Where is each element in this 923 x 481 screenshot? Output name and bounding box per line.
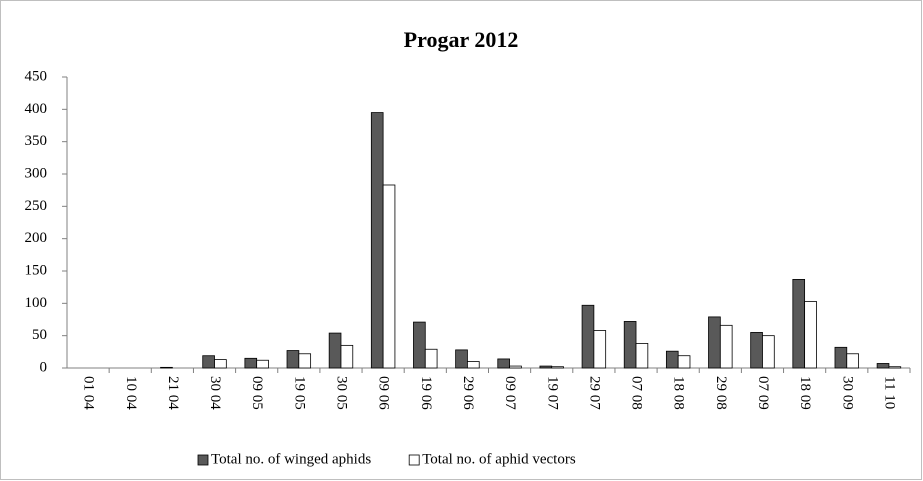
bar [467,361,480,369]
bar [834,346,848,369]
bar [593,330,607,369]
bar [708,316,721,369]
x-tick-label: 01 04 [81,376,97,410]
bar [202,355,215,369]
x-tick-label: 11 10 [881,376,897,409]
y-tick-label: 100 [25,295,48,311]
bar [888,366,902,369]
bar [792,279,806,369]
bar [665,350,679,369]
x-tick-label: 09 07 [502,376,518,410]
bar [846,353,859,369]
x-tick-label: 07 09 [755,376,771,410]
bar [244,357,258,369]
bar [876,363,890,369]
bar [581,304,595,369]
y-tick-label: 250 [25,198,48,214]
y-tick-label: 150 [25,262,48,278]
legend-label: Total no. of winged aphids [211,451,371,467]
bar [804,300,817,369]
bar [623,321,637,369]
bar [455,349,468,369]
bar [677,355,691,369]
bar [382,184,396,369]
bar [551,366,564,369]
bar [370,112,384,369]
bar [298,353,312,369]
bar [413,321,426,369]
y-tick-label: 300 [25,165,48,181]
y-tick-label: 0 [40,359,48,375]
legend-swatch [197,454,209,466]
legend-label: Total no. of aphid vectors [422,451,576,467]
bar [497,358,510,369]
x-tick-label: 18 09 [797,376,813,410]
bar [762,335,775,369]
bar [256,359,269,369]
y-tick-label: 400 [25,101,48,117]
x-tick-label: 29 08 [713,376,729,410]
bar [539,365,553,369]
chart-title: Progar 2012 [404,27,519,52]
bar [424,348,438,369]
x-tick-label: 09 06 [376,376,392,410]
y-tick-label: 350 [25,133,48,149]
bar [719,324,733,369]
bar [750,332,763,369]
x-tick-label: 29 06 [460,376,476,410]
x-tick-label: 29 07 [586,376,602,410]
x-tick-label: 30 09 [839,376,855,410]
bar [160,366,173,369]
x-tick-label: 21 04 [165,376,181,410]
legend-swatch [408,454,420,466]
x-tick-label: 30 05 [334,376,350,410]
x-tick-label: 07 08 [629,376,645,410]
bar [328,332,342,369]
bar [509,365,522,369]
y-tick-label: 200 [25,230,48,246]
bar [635,343,649,369]
x-tick-label: 19 05 [291,376,307,410]
x-tick-label: 18 08 [671,376,687,410]
x-tick-label: 10 04 [123,376,139,410]
bar [286,350,300,369]
bar [214,359,227,369]
x-tick-label: 09 05 [249,376,265,410]
y-tick-label: 450 [25,68,48,84]
x-tick-label: 30 04 [207,376,223,410]
y-tick-label: 50 [32,327,47,343]
x-tick-label: 19 07 [544,376,560,410]
bar [340,344,354,369]
x-tick-label: 19 06 [418,376,434,410]
